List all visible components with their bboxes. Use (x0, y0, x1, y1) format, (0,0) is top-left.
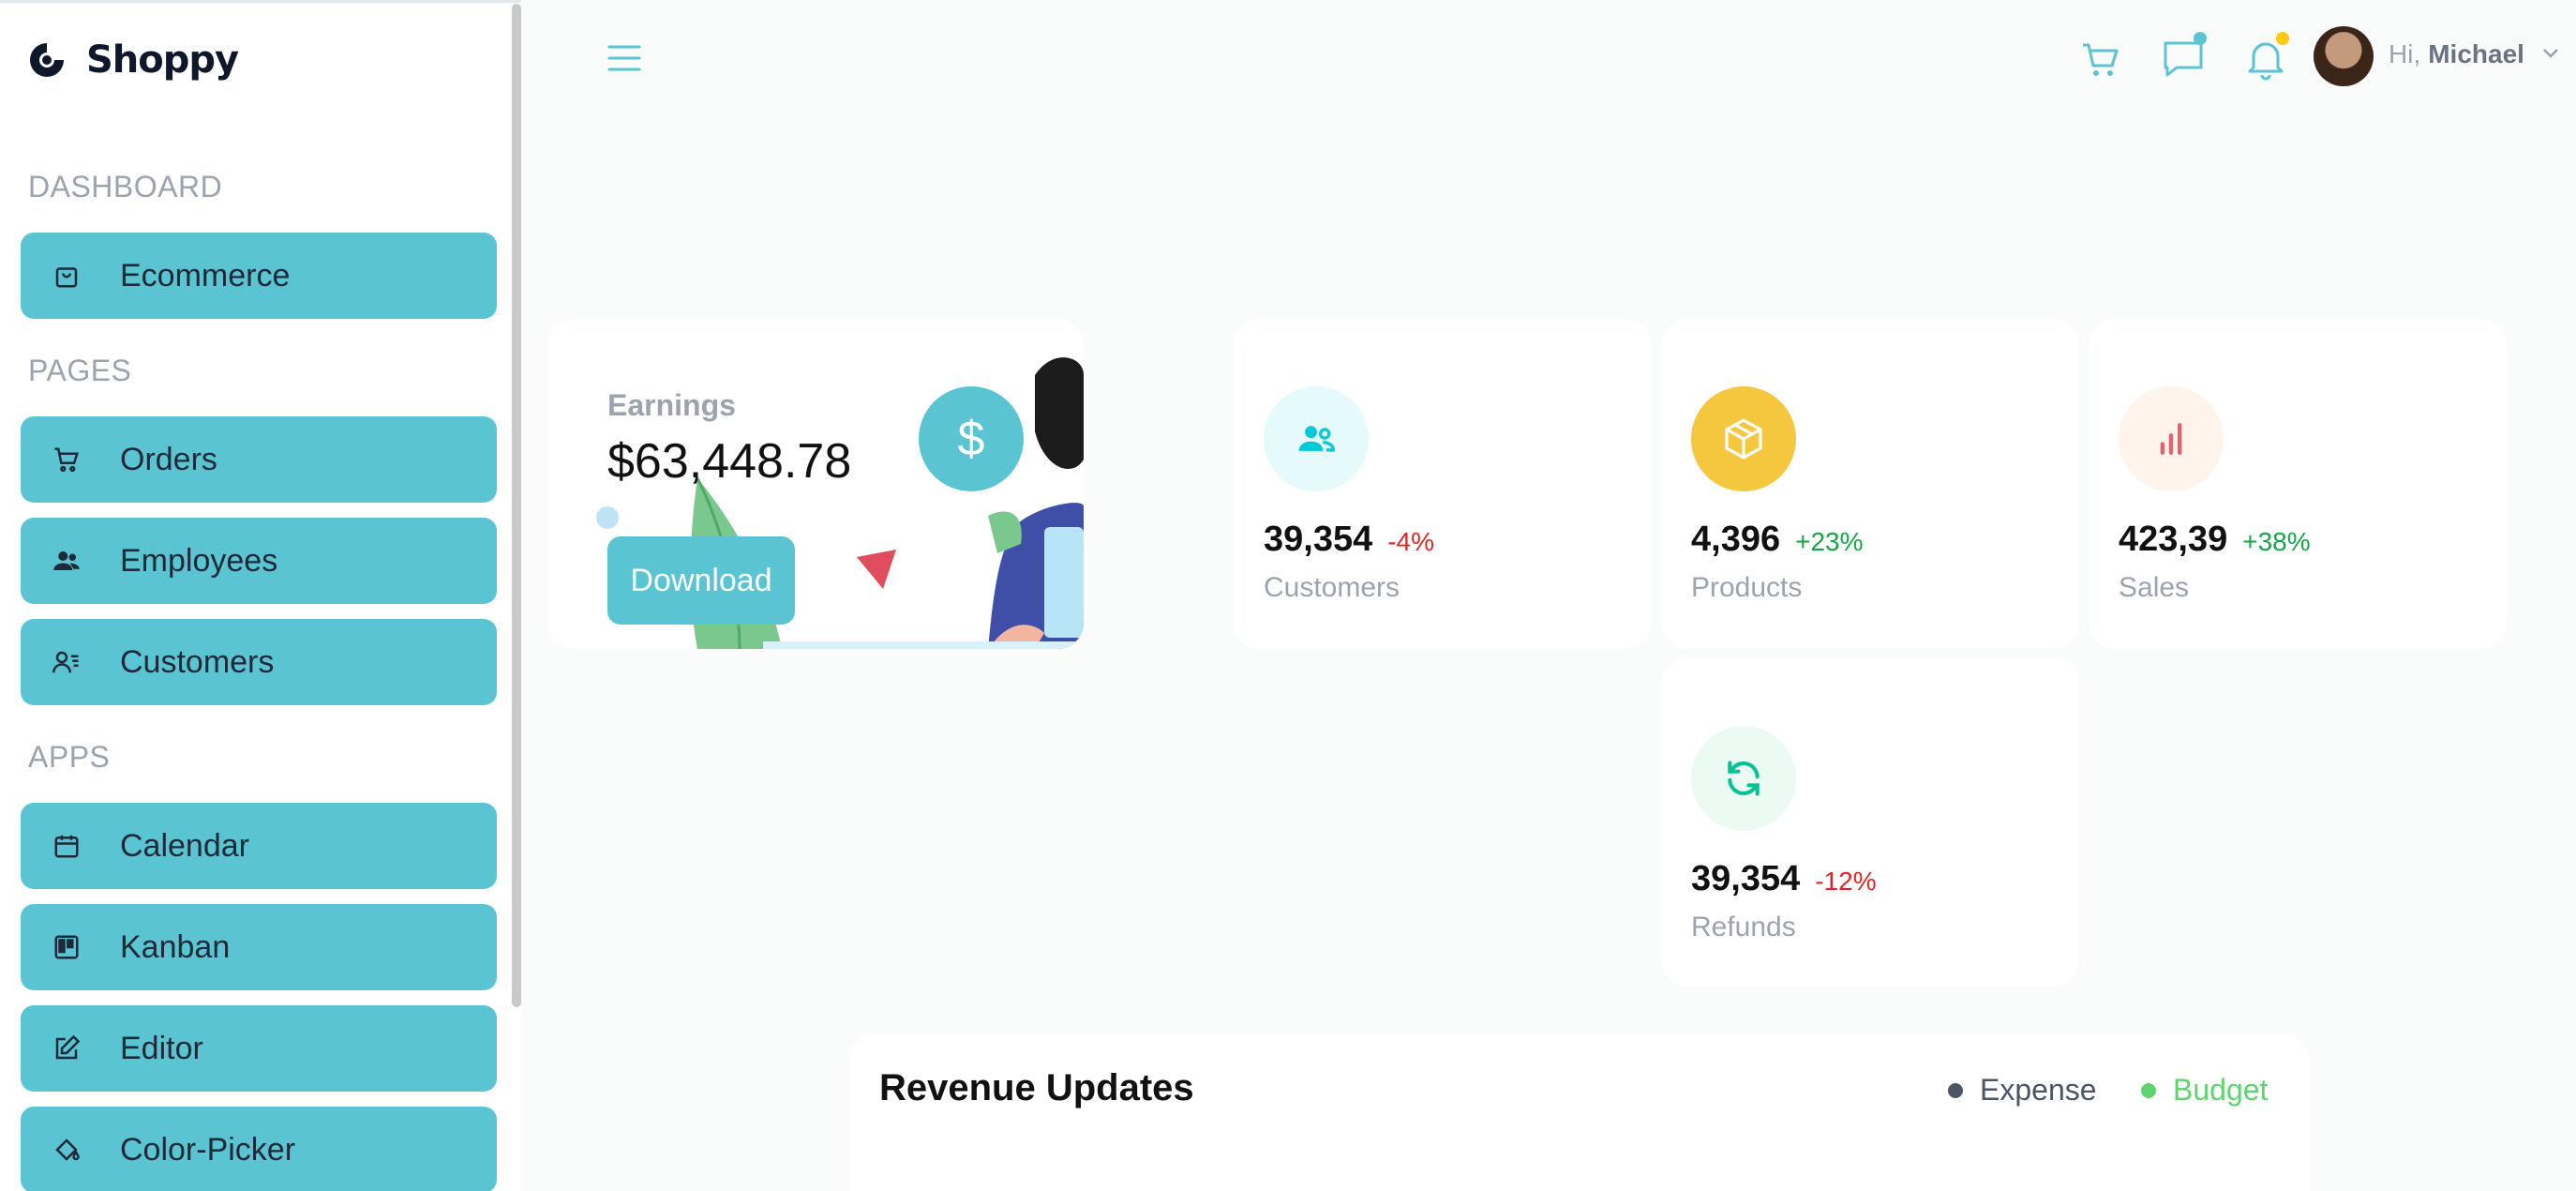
paint-bucket-icon (49, 1132, 84, 1168)
legend-label: Budget (2173, 1073, 2269, 1107)
sidebar-item-label: Color-Picker (120, 1131, 296, 1168)
customers-icon[interactable] (1264, 386, 1369, 491)
calendar-icon (49, 828, 84, 864)
shopping-bag-icon (49, 258, 84, 294)
dollar-icon: $ (919, 386, 1024, 491)
sidebar-item-employees[interactable]: Employees (21, 518, 497, 604)
user-greeting[interactable]: Hi, Michael (2389, 39, 2524, 69)
legend-label: Expense (1980, 1073, 2097, 1107)
sidebar-item-calendar[interactable]: Calendar (21, 803, 497, 889)
user-list-icon (49, 644, 84, 680)
box-icon[interactable] (1691, 386, 1796, 491)
sidebar-item-label: Calendar (120, 827, 249, 864)
sidebar-item-customers[interactable]: Customers (21, 619, 497, 705)
cart-icon (49, 442, 84, 477)
stat-title: Customers (1264, 572, 1400, 603)
stat-card-sales: 423,39 +38% Sales (2089, 319, 2507, 649)
legend-budget[interactable]: Budget (2141, 1073, 2268, 1108)
stat-amount: 423,39 +38% (2119, 520, 2311, 560)
stat-percentage: -4% (1387, 527, 1435, 556)
revenue-title: Revenue Updates (879, 1067, 1194, 1108)
revenue-updates-card: Revenue Updates Expense Budget (849, 1033, 2310, 1191)
section-title-apps: APPS (28, 740, 111, 774)
stat-title: Sales (2119, 572, 2190, 603)
section-title-pages: PAGES (28, 354, 132, 387)
stat-percentage: -12% (1815, 867, 1877, 896)
sidebar-item-label: Kanban (120, 928, 231, 965)
stat-amount: 4,396 +23% (1691, 520, 1864, 560)
stat-value: 39,354 (1691, 859, 1801, 898)
logo-icon (30, 43, 64, 77)
stat-amount: 39,354 -12% (1691, 859, 1877, 899)
refresh-icon[interactable] (1691, 726, 1796, 831)
sidebar-item-label: Orders (120, 441, 217, 477)
sidebar-item-label: Customers (120, 643, 275, 680)
sidebar-item-editor[interactable]: Editor (21, 1005, 497, 1092)
sidebar-item-orders[interactable]: Orders (21, 416, 497, 503)
sidebar-item-label: Employees (120, 542, 278, 579)
chat-notification-dot (2194, 32, 2207, 45)
stat-percentage: +38% (2242, 527, 2311, 556)
cart-icon[interactable] (2077, 36, 2124, 83)
section-title-dashboard: DASHBOARD (28, 170, 223, 204)
app-name: Shoppy (86, 38, 239, 82)
download-button[interactable]: Download (607, 536, 795, 625)
stat-value: 4,396 (1691, 520, 1781, 559)
stat-card-customers: 39,354 -4% Customers (1234, 319, 1652, 649)
earnings-card: Earnings $63,448.78 $ Download (547, 319, 1084, 649)
sidebar-item-label: Ecommerce (120, 257, 291, 294)
bar-chart-icon[interactable] (2119, 386, 2224, 491)
earnings-value: $63,448.78 (607, 434, 852, 489)
legend-dot (1948, 1082, 1963, 1098)
menu-icon[interactable] (606, 41, 643, 75)
legend-dot (2141, 1082, 2156, 1098)
sidebar-scrollbar[interactable] (512, 4, 521, 1007)
edit-icon (49, 1031, 84, 1066)
sidebar: Shoppy DASHBOARD Ecommerce PAGES Orders … (0, 0, 521, 1191)
dollar-symbol: $ (957, 412, 985, 466)
stat-title: Refunds (1691, 912, 1796, 942)
logo[interactable]: Shoppy (26, 38, 239, 82)
sidebar-item-color-picker[interactable]: Color-Picker (21, 1107, 497, 1191)
users-icon (49, 543, 84, 579)
earnings-label: Earnings (607, 388, 736, 422)
stat-value: 423,39 (2119, 520, 2228, 559)
sidebar-item-kanban[interactable]: Kanban (21, 904, 497, 990)
stat-title: Products (1691, 572, 1803, 603)
bell-icon[interactable] (2242, 36, 2289, 83)
legend-expense[interactable]: Expense (1948, 1073, 2097, 1108)
stat-value: 39,354 (1264, 520, 1373, 559)
stat-card-refunds: 39,354 -12% Refunds (1661, 658, 2079, 987)
sidebar-item-label: Editor (120, 1030, 203, 1066)
stat-amount: 39,354 -4% (1264, 520, 1434, 560)
stat-card-products: 4,396 +23% Products (1661, 319, 2079, 649)
stat-percentage: +23% (1795, 527, 1864, 556)
chat-icon[interactable] (2160, 36, 2207, 83)
chevron-down-icon[interactable] (2542, 47, 2559, 60)
user-name: Michael (2428, 39, 2524, 68)
avatar[interactable] (2314, 26, 2374, 86)
sidebar-item-ecommerce[interactable]: Ecommerce (21, 233, 497, 319)
greeting-text: Hi, (2389, 39, 2421, 68)
bell-notification-dot (2276, 32, 2289, 45)
kanban-icon (49, 929, 84, 965)
